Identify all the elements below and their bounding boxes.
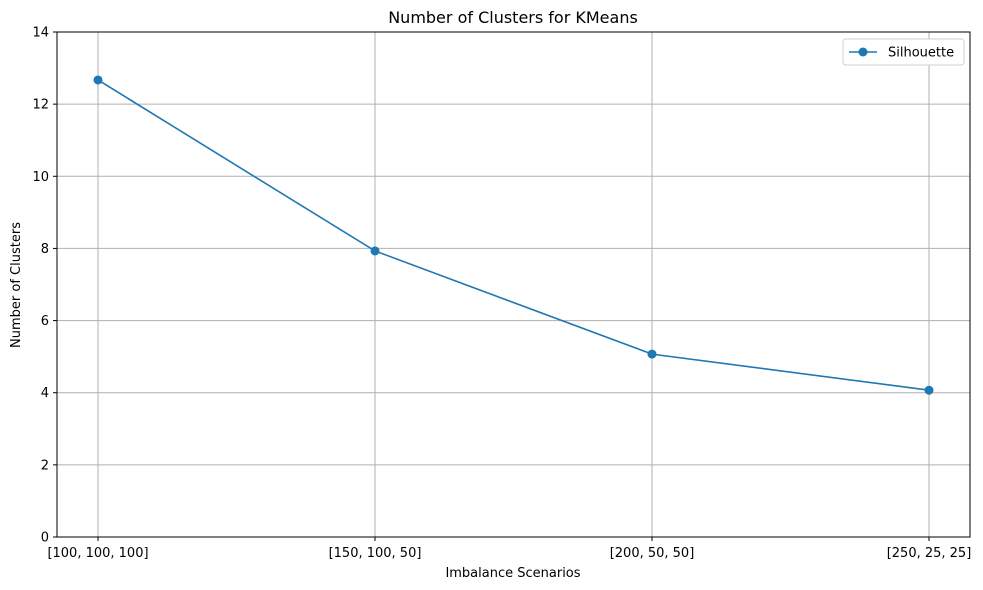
x-tick-label: [200, 50, 50] xyxy=(610,546,695,561)
data-point xyxy=(647,349,657,359)
y-axis-ticks: 0 2 4 6 8 10 12 14 xyxy=(32,26,57,546)
y-axis-label: Number of Clusters xyxy=(9,222,24,348)
x-tick-label: [150, 100, 50] xyxy=(329,546,422,561)
y-tick-label: 4 xyxy=(41,386,49,401)
y-tick-label: 14 xyxy=(32,26,49,41)
series-layer xyxy=(93,75,934,395)
legend-marker xyxy=(858,47,868,57)
legend: Silhouette xyxy=(842,38,965,66)
x-tick-label: [250, 25, 25] xyxy=(887,546,972,561)
y-tick-label: 2 xyxy=(41,458,49,473)
y-tick-label: 0 xyxy=(41,531,49,546)
x-axis-label: Imbalance Scenarios xyxy=(445,566,580,581)
series-line xyxy=(97,79,930,391)
chart-title: Number of Clusters for KMeans xyxy=(388,8,638,27)
legend-box xyxy=(842,38,965,66)
x-axis-ticks: [100, 100, 100] [150, 100, 50] [200, 50, 5… xyxy=(47,537,971,561)
y-tick-label: 12 xyxy=(32,98,49,113)
data-point xyxy=(924,385,934,395)
data-point xyxy=(370,246,380,256)
plot-frame xyxy=(56,31,971,538)
x-tick-label: [100, 100, 100] xyxy=(47,546,148,561)
legend-label: Silhouette xyxy=(888,46,954,61)
y-tick-label: 6 xyxy=(41,314,49,329)
y-tick-label: 8 xyxy=(41,242,49,257)
data-point xyxy=(93,75,103,85)
y-tick-label: 10 xyxy=(32,170,49,185)
